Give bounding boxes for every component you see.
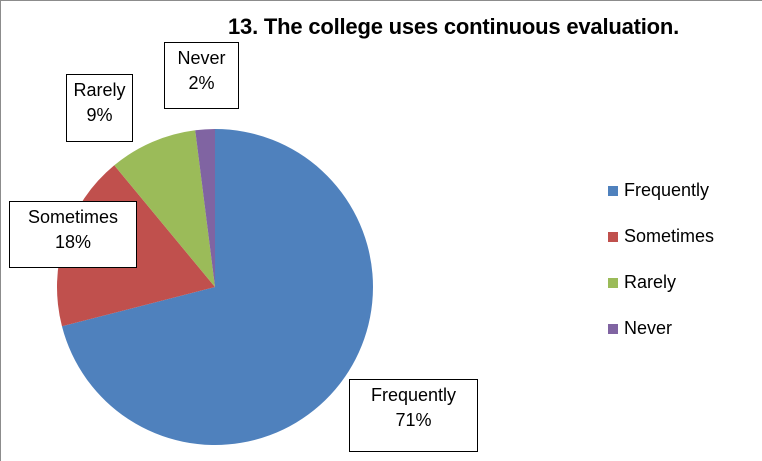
data-label-sometimes: Sometimes 18% <box>9 201 137 268</box>
pie-slice-never <box>195 129 215 287</box>
data-label-rarely-name: Rarely <box>73 80 126 100</box>
legend-swatch-never <box>608 323 618 334</box>
legend-label-never: Never <box>624 318 673 338</box>
data-label-frequently-name: Frequently <box>370 385 457 405</box>
data-label-frequently-value: 71% <box>395 410 432 430</box>
pie-slice-frequently <box>61 129 373 445</box>
legend-item-rarely: Rarely <box>608 272 714 293</box>
legend-swatch-rarely <box>608 277 618 288</box>
legend-item-sometimes: Sometimes <box>608 226 714 247</box>
legend-item-never: Never <box>608 318 714 339</box>
data-label-never-name: Never <box>177 48 226 68</box>
data-label-sometimes-value: 18% <box>54 232 92 252</box>
legend-item-frequently: Frequently <box>608 180 714 201</box>
data-label-never-value: 2% <box>188 73 215 93</box>
data-label-rarely: Rarely 9% <box>66 74 133 142</box>
legend-label-frequently: Frequently <box>624 180 710 200</box>
chart-legend: Frequently Sometimes Rarely Never <box>608 180 714 364</box>
data-label-sometimes-name: Sometimes <box>27 207 119 227</box>
legend-label-rarely: Rarely <box>624 272 677 292</box>
legend-swatch-frequently <box>608 185 618 196</box>
data-label-never: Never 2% <box>164 42 239 109</box>
data-label-rarely-value: 9% <box>86 105 113 125</box>
pie-slice-rarely <box>114 130 215 287</box>
chart-title: 13. The college uses continuous evaluati… <box>228 14 680 39</box>
legend-swatch-sometimes <box>608 231 618 242</box>
legend-label-sometimes: Sometimes <box>624 226 715 246</box>
data-label-frequently: Frequently 71% <box>349 379 478 452</box>
